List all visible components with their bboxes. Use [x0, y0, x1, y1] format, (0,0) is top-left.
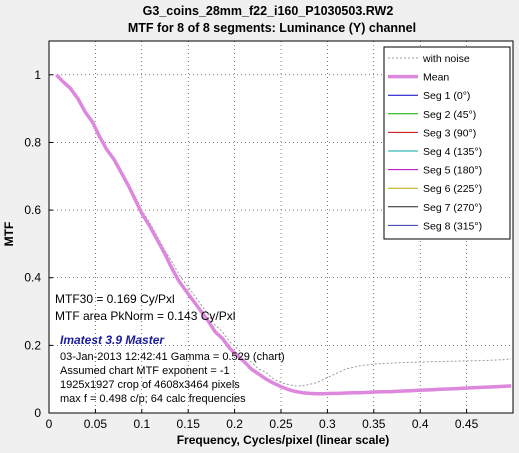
series-line-with-noise [56, 74, 512, 387]
legend-label: Seg 4 (135°) [423, 146, 482, 158]
date-gamma-annotation: 03-Jan-2013 12:42:41 Gamma = 0.529 (char… [60, 351, 285, 363]
legend-label: Seg 3 (90°) [423, 127, 476, 139]
y-axis-ticks: 0 0.2 0.4 0.6 0.8 1 [24, 68, 53, 420]
legend-label: Seg 5 (180°) [423, 165, 482, 177]
chart-title: G3_coins_28mm_f22_i160_P1030503.RW2 [143, 4, 394, 18]
x-tick-label: 0.35 [362, 417, 386, 431]
x-tick-label: 0.1 [133, 417, 150, 431]
legend-label: Seg 8 (315°) [423, 220, 482, 232]
y-tick-label: 0.6 [24, 203, 41, 217]
legend-label: Seg 6 (225°) [423, 183, 482, 195]
legend-label: Seg 7 (270°) [423, 202, 482, 214]
y-tick-label: 0.4 [24, 271, 41, 285]
data-series [55, 73, 512, 396]
y-tick-label: 1 [34, 68, 41, 82]
legend-label: Seg 1 (0°) [423, 90, 470, 102]
x-tick-label: 0.25 [269, 417, 293, 431]
mtf30-annotation: MTF30 = 0.169 Cy/Pxl [55, 292, 175, 306]
x-tick-label: 0.05 [84, 417, 108, 431]
series-line-mean [55, 73, 512, 396]
y-tick-label: 0 [34, 406, 41, 420]
mtf-area-annotation: MTF area PkNorm = 0.143 Cy/Pxl [55, 309, 235, 323]
y-tick-label: 0.8 [24, 135, 41, 149]
x-axis-ticks: 0 0.05 0.1 0.15 0.2 0.25 0.3 0.35 0.4 0.45 [46, 409, 479, 431]
x-axis-label: Frequency, Cycles/pixel (linear scale) [177, 433, 390, 447]
legend-label: Seg 2 (45°) [423, 109, 476, 121]
y-tick-label: 0.2 [24, 338, 41, 352]
legend-label: with noise [422, 53, 470, 65]
x-tick-label: 0.3 [319, 417, 336, 431]
chart-legend: with noise Mean Seg 1 (0°) Seg 2 (45°) Seg 3… [383, 46, 511, 240]
chart-subtitle: MTF for 8 of 8 segments: Luminance (Y) c… [128, 21, 416, 35]
legend-label: Mean [423, 72, 449, 84]
x-tick-label: 0.15 [177, 417, 201, 431]
x-tick-label: 0.4 [412, 417, 429, 431]
max-frequency-annotation: max f = 0.498 c/p; 64 calc frequencies [60, 393, 246, 405]
grid-lines [49, 41, 513, 413]
imatest-brand: Imatest 3.9 Master [60, 333, 165, 347]
x-tick-label: 0.2 [226, 417, 243, 431]
exponent-annotation: Assumed chart MTF exponent = -1 [60, 365, 230, 377]
x-tick-label: 0.45 [455, 417, 479, 431]
crop-annotation: 1925x1927 crop of 4608x3464 pixels [60, 379, 240, 391]
x-tick-label: 0 [46, 417, 53, 431]
y-axis-label: MTF [2, 222, 16, 247]
